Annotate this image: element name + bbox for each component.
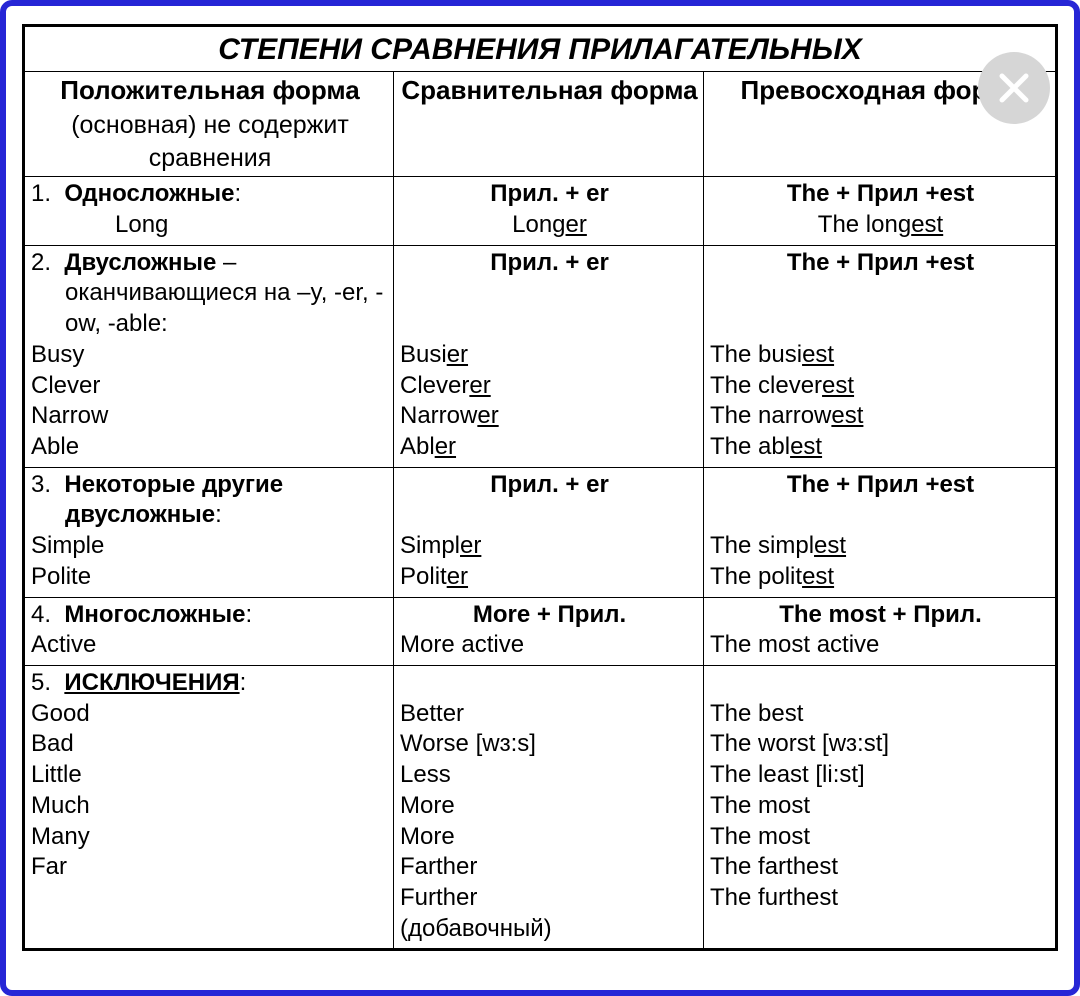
cell-comparative: Прил. + er Simpler Politer — [394, 467, 704, 597]
sup-word: The most — [710, 822, 1051, 853]
example-word: Able — [31, 432, 389, 463]
sup-rule: The + Прил +est — [710, 470, 1051, 501]
example-word: Simple — [31, 531, 389, 562]
sup-word: The farthest — [710, 852, 1051, 883]
sup-word: The most active — [710, 630, 1051, 661]
cell-superlative: The + Прил +est The busiest The cleveres… — [704, 245, 1057, 467]
cell-superlative: The + Прил +est The longest — [704, 177, 1057, 245]
example-word: Good — [31, 699, 389, 730]
comp-word: Simpler — [400, 531, 699, 562]
row-subtitle: оканчивающиеся на –y, -er, -ow, -able: — [31, 278, 389, 339]
cell-comparative: Прил. + er Longer — [394, 177, 704, 245]
comp-word: Worse [wɜ:s] — [400, 729, 699, 760]
row-title: ИСКЛЮЧЕНИЯ — [64, 669, 239, 696]
comp-word: More active — [400, 630, 699, 661]
cell-positive: 2. Двусложные – оканчивающиеся на –y, -e… — [24, 245, 394, 467]
table-row: 4. Многосложные: Active More + Прил. Mor… — [24, 597, 1057, 665]
cell-superlative: The most + Прил. The most active — [704, 597, 1057, 665]
sup-word: The best — [710, 699, 1051, 730]
sup-word: The simplest — [710, 531, 1051, 562]
comp-rule: Прил. + er — [400, 248, 699, 279]
comp-word: Busier — [400, 340, 699, 371]
table-title: СТЕПЕНИ СРАВНЕНИЯ ПРИЛАГАТЕЛЬНЫХ — [24, 26, 1057, 72]
comp-word: Better — [400, 699, 699, 730]
comp-word: Longer — [512, 211, 587, 238]
sup-word: The narrowest — [710, 401, 1051, 432]
cell-superlative: The + Прил +est The simplest The polites… — [704, 467, 1057, 597]
cell-positive: 1. Односложные: Long — [24, 177, 394, 245]
header-positive: Положительная форма (основная) не содерж… — [24, 72, 394, 177]
comp-word: More — [400, 791, 699, 822]
cell-superlative: The best The worst [wɜ:st] The least [li… — [704, 665, 1057, 949]
comp-rule: Прил. + er — [490, 180, 609, 207]
comp-rule: More + Прил. — [400, 600, 699, 631]
sup-word: The longest — [818, 211, 943, 238]
example-word: Many — [31, 822, 389, 853]
example-word: Polite — [31, 562, 389, 593]
sup-word: The politest — [710, 562, 1051, 593]
header-positive-main: Положительная форма — [60, 75, 359, 105]
header-positive-sub: (основная) не содержит сравнения — [71, 111, 349, 172]
comp-rule: Прил. + er — [400, 470, 699, 501]
cell-positive: 4. Многосложные: Active — [24, 597, 394, 665]
outer-frame: СТЕПЕНИ СРАВНЕНИЯ ПРИЛАГАТЕЛЬНЫХ Положит… — [0, 0, 1080, 996]
example-word: Active — [31, 630, 389, 661]
comp-word: More — [400, 822, 699, 853]
row-title: Многосложные — [64, 601, 245, 628]
sup-rule: The + Прил +est — [787, 180, 974, 207]
example-word: Little — [31, 760, 389, 791]
comp-word: Politer — [400, 562, 699, 593]
row-number: 3. — [31, 471, 51, 498]
comp-word: Narrower — [400, 401, 699, 432]
example-word: Much — [31, 791, 389, 822]
example-word: Narrow — [31, 401, 389, 432]
close-button[interactable] — [978, 52, 1050, 124]
header-comparative: Сравнительная форма — [394, 72, 704, 177]
table-row: 3. Некоторые другие двусложные: Simple P… — [24, 467, 1057, 597]
cell-positive: 3. Некоторые другие двусложные: Simple P… — [24, 467, 394, 597]
sup-word: The furthest — [710, 883, 1051, 914]
cell-comparative: Прил. + er Busier Cleverer Narrower Able… — [394, 245, 704, 467]
row-title: Односложные — [64, 180, 234, 207]
comp-word: (добавочный) — [400, 914, 699, 945]
example-word: Long — [31, 210, 389, 241]
sup-word: The worst [wɜ:st] — [710, 729, 1051, 760]
comparison-table: СТЕПЕНИ СРАВНЕНИЯ ПРИЛАГАТЕЛЬНЫХ Положит… — [22, 24, 1058, 951]
sup-word: The busiest — [710, 340, 1051, 371]
close-icon — [996, 70, 1032, 106]
cell-positive: 5. ИСКЛЮЧЕНИЯ: Good Bad Little Much Many… — [24, 665, 394, 949]
row-number: 1. — [31, 180, 51, 207]
row-title: Двусложные — [64, 249, 216, 276]
example-word: Busy — [31, 340, 389, 371]
row-number: 2. — [31, 249, 51, 276]
row-number: 5. — [31, 669, 51, 696]
table-row: 1. Односложные: Long Прил. + er Longer T… — [24, 177, 1057, 245]
row-number: 4. — [31, 601, 51, 628]
example-word: Bad — [31, 729, 389, 760]
row-title: Некоторые другие двусложные — [64, 471, 283, 529]
sup-rule: The most + Прил. — [710, 600, 1051, 631]
comp-word: Cleverer — [400, 371, 699, 402]
cell-comparative: More + Прил. More active — [394, 597, 704, 665]
comp-word: Farther — [400, 852, 699, 883]
sup-word: The cleverest — [710, 371, 1051, 402]
table-row: 2. Двусложные – оканчивающиеся на –y, -e… — [24, 245, 1057, 467]
table-row: 5. ИСКЛЮЧЕНИЯ: Good Bad Little Much Many… — [24, 665, 1057, 949]
comp-word: Further — [400, 883, 699, 914]
sup-word: The ablest — [710, 432, 1051, 463]
sup-word: The least [li:st] — [710, 760, 1051, 791]
comp-word: Less — [400, 760, 699, 791]
example-word: Clever — [31, 371, 389, 402]
cell-comparative: Better Worse [wɜ:s] Less More More Farth… — [394, 665, 704, 949]
example-word: Far — [31, 852, 389, 883]
sup-word: The most — [710, 791, 1051, 822]
comp-word: Abler — [400, 432, 699, 463]
sup-rule: The + Прил +est — [710, 248, 1051, 279]
